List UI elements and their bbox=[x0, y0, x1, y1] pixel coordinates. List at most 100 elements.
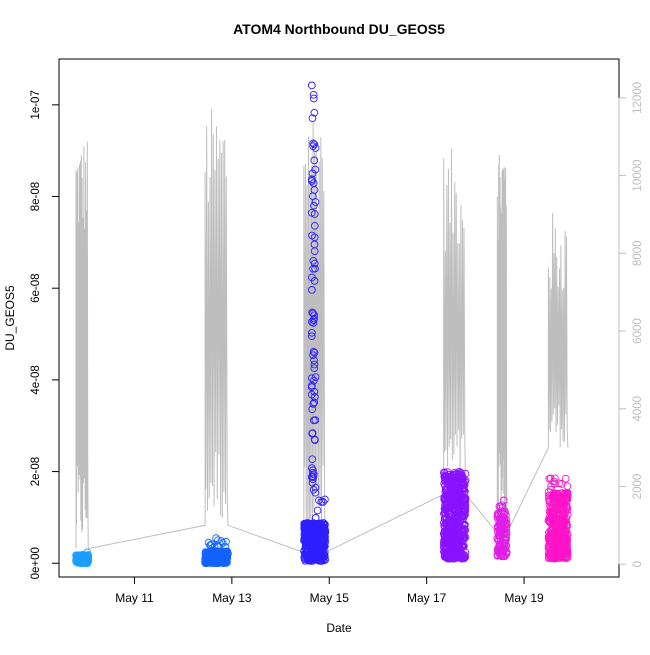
data-point bbox=[457, 554, 466, 563]
data-point bbox=[498, 547, 507, 555]
data-point bbox=[203, 550, 212, 559]
data-point bbox=[321, 495, 329, 504]
data-point bbox=[309, 351, 317, 360]
data-point bbox=[444, 535, 453, 544]
y-tick-label: 8e-08 bbox=[30, 182, 42, 211]
flight-cluster bbox=[544, 474, 572, 563]
du-geos5-series bbox=[72, 81, 572, 568]
data-point bbox=[310, 240, 319, 249]
data-point bbox=[555, 479, 564, 488]
altitude-series bbox=[75, 108, 569, 554]
data-point bbox=[307, 521, 315, 529]
data-point bbox=[499, 552, 508, 561]
data-point bbox=[202, 559, 211, 567]
data-point bbox=[82, 553, 90, 562]
flight-cluster bbox=[72, 548, 93, 568]
data-point bbox=[84, 551, 92, 559]
data-point bbox=[439, 530, 448, 538]
data-point bbox=[310, 201, 318, 210]
data-point bbox=[550, 506, 559, 515]
data-point bbox=[560, 511, 568, 519]
data-point bbox=[546, 552, 555, 561]
data-point bbox=[452, 552, 460, 561]
data-point bbox=[309, 94, 318, 103]
data-point bbox=[563, 530, 572, 539]
data-point bbox=[301, 556, 310, 565]
data-point bbox=[311, 514, 320, 522]
data-point bbox=[76, 553, 84, 562]
flight-cluster bbox=[439, 467, 470, 563]
data-point bbox=[555, 531, 564, 540]
data-point bbox=[304, 550, 313, 558]
data-point bbox=[313, 506, 322, 515]
data-point bbox=[310, 360, 319, 369]
data-point bbox=[494, 515, 502, 524]
data-point bbox=[308, 114, 317, 123]
y-axis-label: DU_GEOS5 bbox=[3, 285, 17, 351]
data-point bbox=[308, 455, 317, 464]
data-point bbox=[557, 547, 566, 556]
data-point bbox=[309, 264, 317, 273]
data-point bbox=[448, 470, 457, 479]
data-point bbox=[309, 179, 318, 187]
data-point bbox=[497, 508, 506, 517]
data-point bbox=[310, 156, 319, 165]
data-point bbox=[563, 553, 572, 562]
data-point bbox=[209, 557, 218, 565]
data-point bbox=[448, 480, 457, 489]
data-point bbox=[494, 546, 502, 555]
data-point bbox=[307, 332, 316, 341]
data-point bbox=[502, 541, 510, 550]
data-point bbox=[441, 485, 450, 494]
data-point bbox=[499, 541, 508, 550]
data-point bbox=[454, 496, 463, 504]
data-point bbox=[315, 496, 323, 505]
y2-tick-label: 2000 bbox=[632, 474, 644, 500]
data-point bbox=[548, 529, 556, 537]
data-point bbox=[549, 521, 557, 530]
data-point bbox=[458, 473, 467, 481]
data-point bbox=[456, 537, 465, 546]
data-point bbox=[450, 554, 458, 563]
data-point bbox=[495, 536, 503, 545]
data-point bbox=[549, 507, 558, 515]
data-point bbox=[460, 521, 469, 530]
y2-tick-label: 6000 bbox=[632, 318, 644, 344]
y2-tick-label: 0 bbox=[632, 561, 644, 567]
axes: May 11 May 13 May 15 May 17 May 19 0e+00 2e-08… bbox=[30, 58, 644, 605]
data-point bbox=[309, 347, 318, 356]
data-point bbox=[224, 549, 232, 558]
data-point bbox=[300, 536, 308, 545]
y-tick-label: 6e-08 bbox=[30, 273, 42, 302]
data-point bbox=[559, 506, 567, 515]
data-point bbox=[311, 373, 320, 381]
x-tick-label: May 19 bbox=[504, 591, 544, 605]
data-point bbox=[563, 482, 572, 491]
data-point bbox=[459, 542, 467, 551]
data-point bbox=[311, 416, 320, 424]
data-point bbox=[545, 497, 554, 505]
data-point bbox=[554, 516, 562, 525]
data-point bbox=[309, 470, 318, 479]
data-point bbox=[549, 544, 558, 552]
data-point bbox=[446, 538, 455, 546]
altitude-line bbox=[75, 108, 569, 554]
data-point bbox=[214, 536, 222, 545]
data-point bbox=[307, 81, 316, 90]
data-point bbox=[561, 546, 570, 554]
data-point bbox=[544, 516, 553, 525]
data-point bbox=[317, 522, 325, 531]
data-point bbox=[307, 390, 316, 399]
data-point bbox=[451, 517, 460, 525]
data-point bbox=[455, 504, 464, 513]
data-point bbox=[561, 518, 569, 527]
data-point bbox=[212, 534, 220, 542]
data-point bbox=[453, 512, 462, 521]
data-point bbox=[556, 526, 564, 534]
y2-tick-label: 8000 bbox=[632, 241, 644, 267]
data-point bbox=[321, 526, 329, 535]
data-point bbox=[445, 479, 453, 487]
data-point bbox=[309, 400, 318, 408]
data-point bbox=[217, 554, 225, 562]
